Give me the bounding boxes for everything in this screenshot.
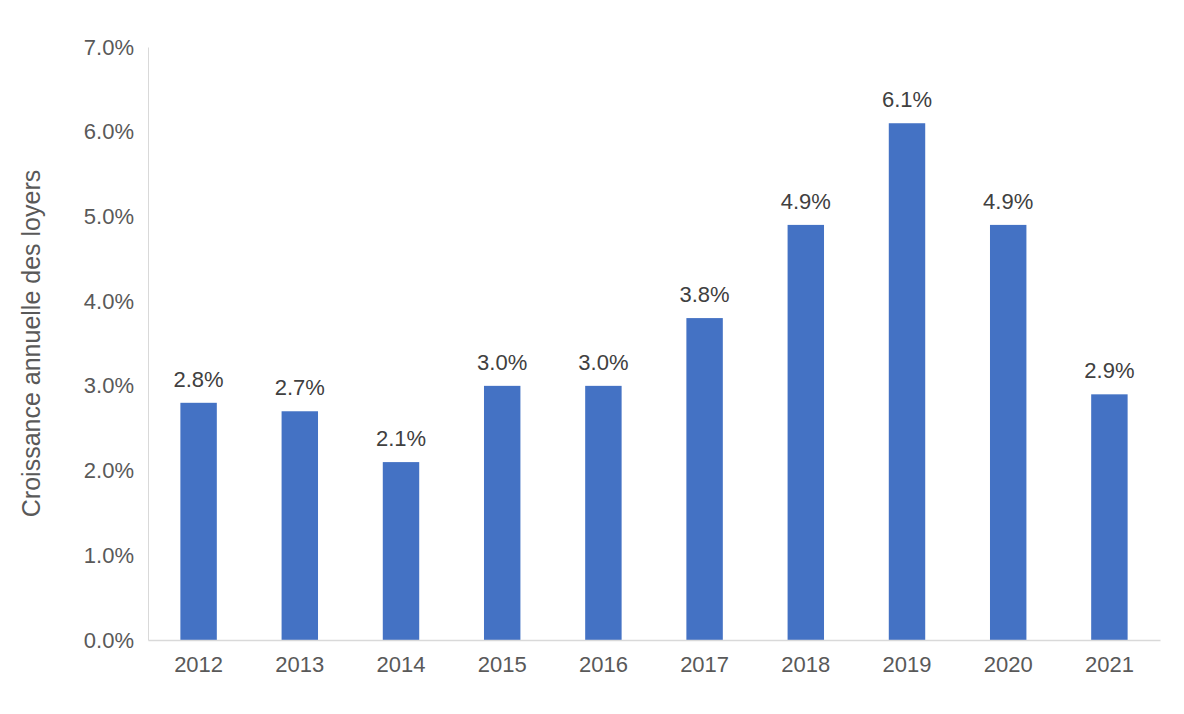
bar	[889, 123, 925, 640]
y-tick: 4.0%	[84, 289, 148, 314]
x-tick-label: 2012	[174, 652, 223, 677]
y-tick-label: 1.0%	[84, 543, 134, 568]
x-tick-label: 2016	[579, 652, 628, 677]
data-label: 3.0%	[477, 350, 527, 375]
x-tick-label: 2020	[984, 652, 1033, 677]
y-tick: 6.0%	[84, 119, 148, 144]
y-tick-label: 5.0%	[84, 204, 134, 229]
bar	[484, 386, 520, 640]
x-tick: 2013	[275, 640, 324, 677]
bars	[180, 123, 1127, 640]
x-tick: 2020	[984, 640, 1033, 677]
y-tick-label: 0.0%	[84, 628, 134, 653]
x-tick-label: 2014	[377, 652, 426, 677]
x-tick: 2016	[579, 640, 628, 677]
x-tick: 2015	[478, 640, 527, 677]
y-axis-line	[148, 48, 149, 641]
x-tick-label: 2013	[275, 652, 324, 677]
x-tick: 2021	[1085, 640, 1134, 677]
x-tick: 2017	[680, 640, 729, 677]
chart: 0.0% 1.0% 2.0% 3.0% 4.0% 5.0% 6.0% 7.0% 2012 2013…	[0, 0, 1184, 714]
data-label: 2.7%	[275, 375, 325, 400]
y-tick-label: 4.0%	[84, 289, 134, 314]
bar	[282, 411, 318, 640]
data-label: 2.9%	[1084, 358, 1134, 383]
y-tick: 5.0%	[84, 204, 148, 229]
data-labels: 2.8% 2.7% 2.1% 3.0% 3.0% 3.8% 4.9% 6.1% 4.9% 2.9%	[174, 87, 1135, 451]
x-tick: 2019	[883, 640, 932, 677]
x-tick: 2018	[781, 640, 830, 677]
bar	[990, 225, 1026, 640]
x-tick-label: 2018	[781, 652, 830, 677]
y-tick: 3.0%	[84, 373, 148, 398]
y-tick: 1.0%	[84, 543, 148, 568]
y-tick: 2.0%	[84, 458, 148, 483]
y-axis-title: Croissance annuelle des loyers	[17, 170, 45, 517]
data-label: 2.1%	[376, 426, 426, 451]
data-label: 3.8%	[680, 282, 730, 307]
x-tick-label: 2021	[1085, 652, 1134, 677]
y-tick: 0.0%	[84, 628, 148, 653]
y-tick: 7.0%	[84, 35, 148, 60]
bar	[383, 462, 419, 640]
data-label: 4.9%	[781, 189, 831, 214]
data-label: 2.8%	[174, 367, 224, 392]
x-tick: 2014	[377, 640, 426, 677]
x-tick-label: 2019	[883, 652, 932, 677]
x-tick-label: 2017	[680, 652, 729, 677]
x-axis: 2012 2013 2014 2015 2016 2017 2018 2019 2020 2021	[149, 640, 1161, 677]
y-tick-label: 3.0%	[84, 373, 134, 398]
bar	[180, 403, 216, 640]
bar	[686, 318, 722, 640]
x-tick: 2012	[174, 640, 223, 677]
y-axis: 0.0% 1.0% 2.0% 3.0% 4.0% 5.0% 6.0% 7.0%	[84, 35, 149, 653]
bar	[788, 225, 824, 640]
y-tick-label: 2.0%	[84, 458, 134, 483]
bar	[1091, 394, 1127, 640]
y-tick-label: 6.0%	[84, 119, 134, 144]
bar	[585, 386, 621, 640]
data-label: 4.9%	[983, 189, 1033, 214]
x-tick-label: 2015	[478, 652, 527, 677]
x-axis-line	[149, 640, 1161, 642]
data-label: 6.1%	[882, 87, 932, 112]
y-tick-label: 7.0%	[84, 35, 134, 60]
data-label: 3.0%	[578, 350, 628, 375]
